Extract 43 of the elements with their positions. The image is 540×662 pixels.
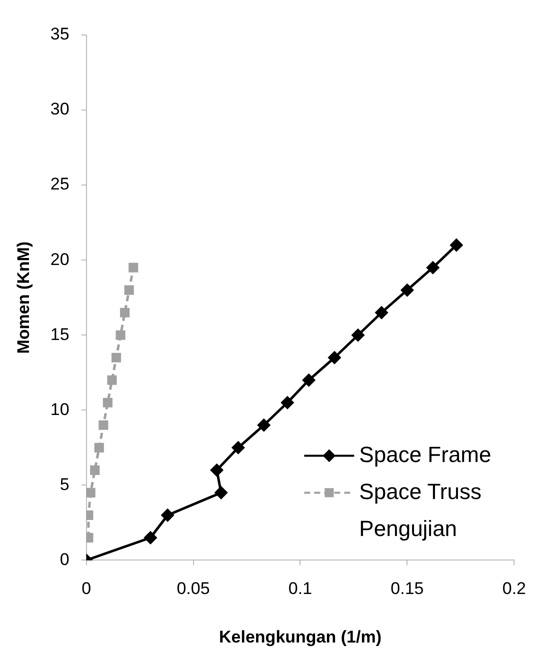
x-tick-label: 0.1 [288, 579, 312, 598]
point [214, 486, 228, 499]
point [426, 261, 440, 274]
point [400, 284, 414, 296]
point [258, 418, 270, 432]
y-tick-label: 15 [50, 324, 70, 344]
y-tick-label: 20 [50, 250, 70, 269]
point [144, 531, 157, 544]
legend-label: Space Truss [359, 478, 482, 504]
point [90, 465, 100, 475]
point [120, 308, 130, 318]
y-tick-label: 10 [50, 400, 70, 419]
point [102, 398, 112, 408]
point [98, 420, 108, 430]
y-tick-label: 25 [50, 174, 70, 194]
point [375, 306, 388, 319]
y-axis-title: Momen (KnM) [14, 241, 33, 354]
x-tick-label: 0 [82, 579, 92, 598]
y-tick-label: 0 [60, 550, 70, 569]
point [107, 375, 117, 385]
point [232, 441, 244, 454]
point [86, 488, 96, 498]
y-tick-label: 30 [50, 100, 70, 119]
point [128, 262, 138, 272]
point [352, 328, 364, 342]
x-axis-title: Kelengkungan (1/m) [219, 627, 382, 646]
point [94, 442, 104, 452]
point [116, 330, 126, 340]
point [328, 351, 341, 364]
legend-label: Space Frame [359, 442, 492, 467]
point [210, 464, 224, 476]
y-tick-label: 35 [50, 24, 70, 44]
point [450, 238, 463, 252]
point [161, 508, 174, 522]
point [302, 374, 316, 386]
x-tick-label: 0.05 [176, 579, 210, 598]
point [124, 285, 134, 295]
point [281, 396, 294, 409]
y-tick-label: 5 [60, 474, 70, 494]
text: Pengujian [359, 516, 458, 541]
x-tick-label: 0.2 [502, 579, 526, 598]
point [111, 352, 122, 362]
x-tick-label: 0.15 [390, 579, 424, 598]
